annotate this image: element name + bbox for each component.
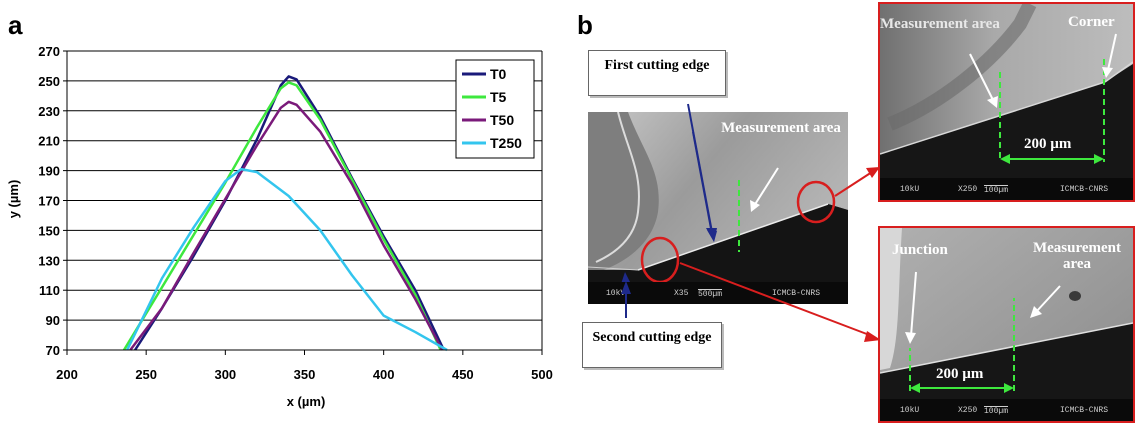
sem-info-bar: 10kV X35 500µm ICMCB-CNRS xyxy=(588,282,848,304)
sem-scale: 500µm xyxy=(698,289,723,299)
corner-highlight-circle xyxy=(796,180,836,224)
junction-inset-info-bar: 10kU X250 100µm ICMCB-CNRS xyxy=(880,399,1133,421)
sem-lab: ICMCB-CNRS xyxy=(772,289,821,298)
y-tick-label: 250 xyxy=(38,74,60,89)
tick-labels: 70 90 110 130 150 170 190 210 230 250 270 200 250 300… xyxy=(38,44,553,382)
first-edge-pointer xyxy=(687,103,713,233)
x-tick-label: 250 xyxy=(135,367,157,382)
y-tick-label: 150 xyxy=(38,223,60,238)
junction-inset-scale: 100µm xyxy=(984,406,1009,416)
series-line-t5 xyxy=(122,81,442,351)
junction-label: Junction xyxy=(892,242,948,258)
x-tick-label: 500 xyxy=(531,367,553,382)
sem-micrograph-main: Measurement area 10kV X35 500µm ICMCB-CN… xyxy=(588,112,848,304)
y-tick-label: 110 xyxy=(39,283,60,298)
junction-inset-measurement-label: Measurement area xyxy=(1032,240,1122,272)
y-tick-label: 170 xyxy=(38,194,60,209)
y-tick-label: 90 xyxy=(46,313,60,328)
y-tick-label: 130 xyxy=(38,253,60,268)
sem-magnification: X35 xyxy=(674,289,689,298)
legend-label-t5: T5 xyxy=(490,89,507,105)
line-chart: 70 90 110 130 150 170 190 210 230 250 270 200 250 300… xyxy=(6,44,553,409)
legend-label-t250: T250 xyxy=(490,135,522,151)
x-axis-label: x (µm) xyxy=(287,394,326,409)
y-tick-label: 210 xyxy=(38,134,60,149)
corner-inset-scale: 100µm xyxy=(984,185,1009,195)
corner-zoom-arrow xyxy=(834,171,873,197)
corner-inset-image: Measurement area Corner 200 µm 10kU X250… xyxy=(880,4,1133,200)
x-tick-label: 350 xyxy=(294,367,316,382)
y-tick-label: 270 xyxy=(38,44,60,59)
x-tick-label: 200 xyxy=(56,367,78,382)
junction-inset-scale-label: 200 µm xyxy=(936,366,984,382)
junction-inset-mag: X250 xyxy=(958,406,978,415)
legend-label-t0: T0 xyxy=(490,66,507,82)
corner-inset-kv: 10kU xyxy=(900,185,920,194)
first-cutting-edge-callout: First cutting edge xyxy=(588,50,726,96)
legend: T0 T5 T50 T250 xyxy=(455,59,535,159)
y-tick-label: 70 xyxy=(46,343,60,358)
second-cutting-edge-callout: Second cutting edge xyxy=(582,322,722,368)
series-line-t250 xyxy=(126,167,448,352)
junction-inset-image: Junction Measurement area 200 µm 10kU X2… xyxy=(880,228,1133,421)
corner-inset-info-bar: 10kU X250 100µm ICMCB-CNRS xyxy=(880,178,1133,200)
series-line-t50 xyxy=(129,100,444,351)
corner-inset-measurement-label: Measurement area xyxy=(880,16,1000,32)
x-tick-label: 300 xyxy=(214,367,236,382)
junction-inset: Junction Measurement area 200 µm 10kU X2… xyxy=(878,226,1135,423)
panel-letter-a: a xyxy=(8,10,23,40)
sem-kv: 10kV xyxy=(606,289,626,298)
y-axis-label: y (µm) xyxy=(6,180,21,219)
series-line-t0 xyxy=(134,75,445,351)
measurement-arrow xyxy=(753,167,779,207)
junction-inset-lab: ICMCB-CNRS xyxy=(1060,406,1109,415)
series-lines xyxy=(122,75,448,352)
junction-zoom-arrow xyxy=(679,262,873,337)
corner-inset-mag: X250 xyxy=(958,185,978,194)
y-tick-label: 230 xyxy=(38,104,60,119)
x-tick-label: 400 xyxy=(373,367,395,382)
measurement-area-label: Measurement area xyxy=(721,120,841,136)
corner-inset: Measurement area Corner 200 µm 10kU X250… xyxy=(878,2,1135,202)
legend-label-t50: T50 xyxy=(490,112,514,128)
corner-inset-lab: ICMCB-CNRS xyxy=(1060,185,1109,194)
corner-inset-scale-label: 200 µm xyxy=(1024,136,1072,152)
tool-insert-image xyxy=(588,112,848,304)
panel-letter-b: b xyxy=(577,10,593,40)
y-tick-label: 190 xyxy=(38,164,60,179)
corner-label: Corner xyxy=(1068,14,1115,30)
junction-inset-kv: 10kU xyxy=(900,406,920,415)
axes xyxy=(63,50,543,355)
x-tick-label: 450 xyxy=(452,367,474,382)
